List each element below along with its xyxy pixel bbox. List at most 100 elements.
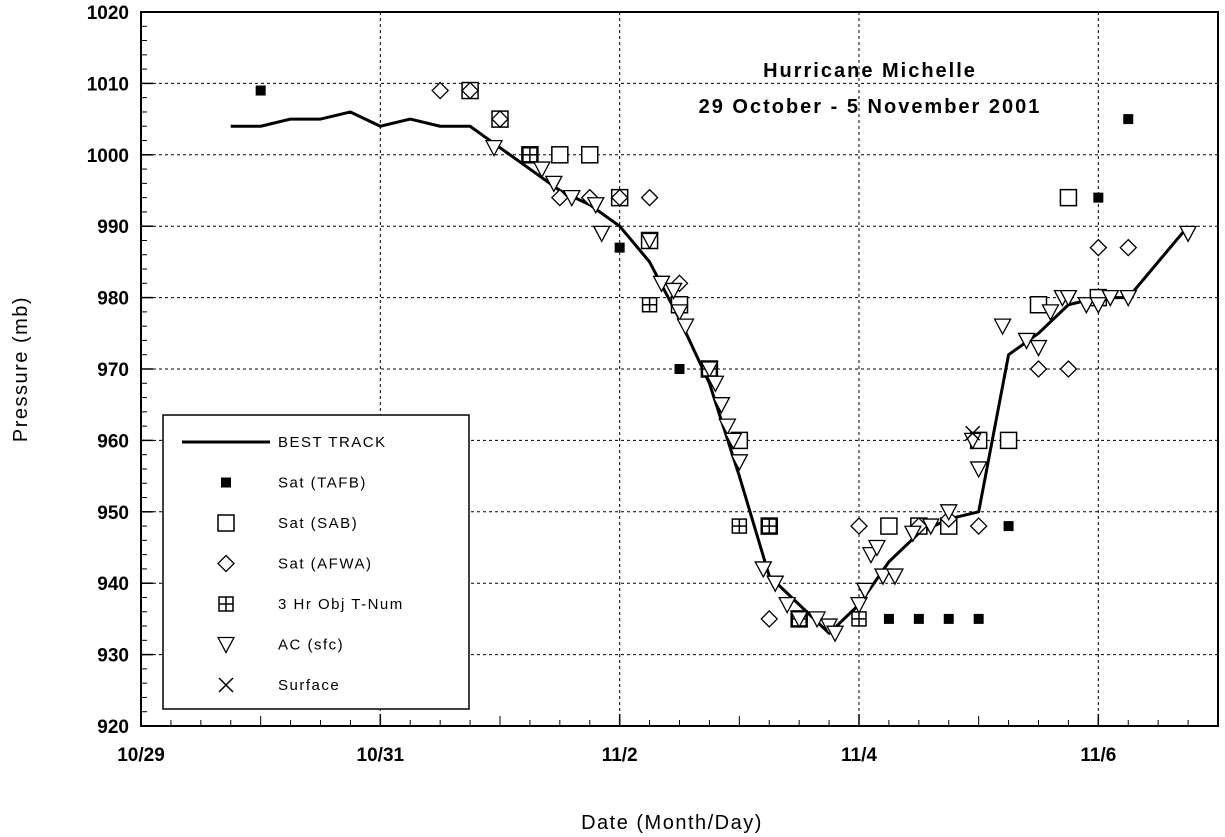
x-axis-labels: 10/29 10/31 11/2 11/4 11/6: [117, 745, 1116, 766]
point-ac-sfc: [867, 539, 887, 557]
point-ac-sfc: [885, 568, 904, 586]
legend-label: Sat (SAB): [278, 515, 358, 532]
point-sat-afwa: [1059, 360, 1078, 378]
point-sat-tafb: [943, 613, 954, 624]
legend-item-sat-afwa: Sat (AFWA): [217, 554, 372, 573]
point-ac-sfc: [1089, 297, 1108, 315]
point-sat-tafb: [1123, 114, 1134, 125]
point-sat-afwa: [610, 188, 629, 207]
point-ac-sfc: [700, 361, 719, 379]
point-ac-sfc: [712, 397, 731, 415]
x-axis-title: Date (Month/Day): [581, 812, 763, 834]
y-tick-label: 990: [97, 217, 129, 238]
point-ac-sfc: [1077, 297, 1096, 315]
point-ac-sfc: [592, 225, 611, 243]
legend-label: AC (sfc): [278, 637, 344, 654]
legend-item-sat-tafb: Sat (TAFB): [221, 475, 367, 492]
y-tick-label: 1000: [87, 146, 129, 167]
point-sat-afwa: [461, 81, 480, 100]
point-sat-afwa: [431, 81, 450, 100]
point-sat-afwa: [969, 517, 988, 535]
axis-ticks: [140, 11, 1219, 727]
y-tick-label: 1010: [87, 74, 129, 95]
y-axis-title: Pressure (mb): [10, 296, 32, 442]
point-ac-sfc: [640, 232, 659, 250]
y-tick-label: 980: [97, 289, 129, 310]
legend-symbol: [221, 477, 231, 488]
y-tick-label: 920: [97, 717, 129, 738]
y-tick-label: 970: [97, 360, 129, 381]
point-ac-sfc: [562, 189, 581, 208]
y-axis-labels: 920 930 940 950 960 970 980 990 1000 1010 1020: [87, 3, 129, 738]
legend-symbol: [217, 514, 235, 532]
point-sat-tafb: [255, 85, 266, 96]
point-ac-sfc: [825, 625, 845, 643]
y-tick-label: 950: [97, 503, 129, 524]
point-ac-sfc: [706, 375, 725, 393]
x-tick-label: 10/31: [357, 745, 405, 766]
legend-item-sat-sab: Sat (SAB): [217, 514, 358, 532]
series-surface: [965, 425, 981, 441]
x-tick-label: 11/6: [1080, 745, 1116, 766]
legend-label: Sat (TAFB): [278, 475, 367, 492]
point-ac-sfc: [676, 318, 695, 336]
y-tick-label: 930: [97, 646, 129, 667]
legend-entries: BEST TRACK Sat (TAFB) Sat (SAB) Sat (AFWA) 3…: [182, 434, 404, 694]
point-sat-tafb: [883, 613, 894, 624]
legend-symbol: [217, 554, 235, 573]
point-sat-sab: [1059, 188, 1078, 207]
point-ac-sfc: [586, 197, 605, 215]
point-sat-tafb: [614, 242, 625, 253]
legend-label: Surface: [278, 677, 340, 694]
series-3-hr-obj-t-num: [522, 147, 867, 627]
legend-label: Sat (AFWA): [278, 556, 372, 573]
point-sat-tafb: [1003, 521, 1014, 532]
point-ac-sfc: [855, 582, 875, 600]
legend-symbol: [218, 596, 234, 612]
point-ac-sfc: [790, 611, 809, 629]
point-ac-sfc: [670, 304, 689, 322]
point-ac-sfc: [1119, 289, 1138, 307]
point-ac-sfc: [849, 596, 869, 615]
legend-box: [162, 414, 470, 710]
point-sat-afwa: [760, 609, 779, 628]
point-ac-sfc: [754, 561, 773, 579]
data-series: [230, 81, 1198, 643]
point-ac-sfc: [903, 525, 922, 543]
point-sat-tafb: [913, 613, 924, 624]
point-sat-sab: [880, 517, 898, 535]
x-tick-label: 10/29: [117, 745, 165, 766]
legend-symbol-b: [218, 677, 234, 693]
point-ac-sfc: [766, 575, 785, 593]
legend-label: 3 Hr Obj T-Num: [278, 596, 404, 613]
legend-symbol: [216, 636, 236, 654]
point-sat-sab: [581, 146, 599, 164]
point-ac-sfc: [873, 568, 893, 586]
point-surface-b: [965, 425, 981, 441]
point-ac-sfc: [664, 282, 683, 300]
point-ac-sfc: [544, 175, 563, 193]
series-sat-afwa: [431, 81, 1138, 628]
point-sat-afwa: [850, 517, 868, 535]
point-ac-sfc: [1041, 304, 1060, 322]
point-3-hr-obj-t-num: [641, 296, 658, 313]
x-tick-label: 11/2: [602, 745, 638, 766]
point-surface: [965, 425, 981, 441]
point-ac-sfc: [1029, 339, 1048, 357]
point-3-hr-obj-t-num: [761, 518, 777, 534]
legend-symbol: [218, 677, 234, 693]
point-3-hr-obj-t-num: [522, 147, 538, 163]
point-ac-sfc: [718, 418, 737, 436]
point-3-hr-obj-t-num: [731, 518, 748, 534]
point-sat-afwa: [640, 188, 659, 207]
point-3-hr-obj-t-num: [851, 611, 867, 627]
point-ac-sfc: [939, 504, 958, 522]
point-ac-sfc: [532, 161, 551, 179]
legend-item-surface: Surface: [218, 677, 340, 694]
point-sat-sab: [551, 146, 569, 164]
point-ac-sfc: [1059, 289, 1078, 307]
x-tick-label: 11/4: [841, 745, 877, 766]
point-ac-sfc: [969, 461, 988, 479]
point-ac-sfc: [921, 518, 940, 536]
